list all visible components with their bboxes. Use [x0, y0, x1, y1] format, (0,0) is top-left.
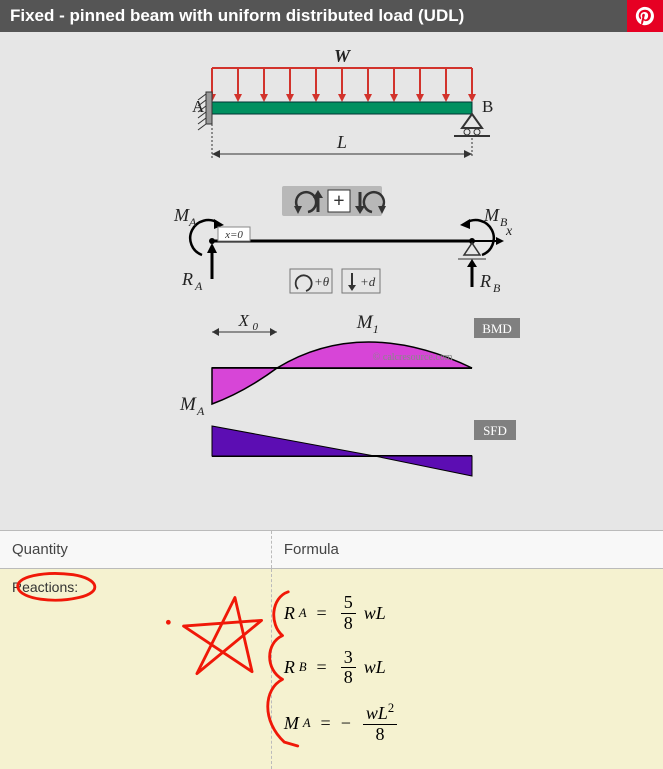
svg-text:A: A	[192, 97, 205, 116]
svg-text:1: 1	[372, 322, 378, 336]
svg-text:A: A	[196, 404, 205, 418]
header-title: Fixed - pinned beam with uniform distrib…	[10, 6, 464, 25]
svg-text:L: L	[335, 132, 346, 152]
formula-RB: RB = 38 wL	[284, 648, 651, 689]
cell-quantity: Reactions:	[0, 569, 272, 769]
svg-text:X: X	[237, 311, 249, 330]
svg-text:© calcresource.com: © calcresource.com	[372, 352, 452, 363]
table-row: Reactions: RA = 58 wL RB = 38 wL MA = − …	[0, 569, 663, 769]
diagram-panel: WABL+MAx=0RAMBxRB+θ+dX0M1MABMD© calcreso…	[0, 32, 663, 530]
table-header-row: Quantity Formula	[0, 530, 663, 569]
svg-text:A: A	[188, 215, 197, 229]
svg-text:+θ: +θ	[314, 274, 330, 289]
svg-text:+d: +d	[360, 274, 376, 289]
svg-text:B: B	[482, 97, 493, 116]
quantity-label: Reactions:	[12, 579, 78, 595]
formula-RA: RA = 58 wL	[284, 593, 651, 634]
svg-text:x: x	[505, 224, 513, 239]
cell-formula: RA = 58 wL RB = 38 wL MA = − wL2 8	[272, 569, 663, 769]
svg-text:+: +	[333, 190, 344, 212]
svg-text:M: M	[179, 394, 197, 415]
svg-text:A: A	[194, 279, 203, 293]
svg-text:W: W	[333, 46, 351, 66]
pinterest-icon	[634, 5, 656, 27]
svg-text:R: R	[181, 269, 193, 289]
svg-text:0: 0	[252, 321, 258, 333]
formula-MA: MA = − wL2 8	[284, 702, 651, 745]
svg-text:R: R	[479, 271, 491, 291]
col-header-quantity: Quantity	[0, 531, 272, 568]
svg-text:M: M	[483, 205, 500, 225]
svg-text:M: M	[355, 312, 373, 333]
svg-text:B: B	[493, 281, 501, 295]
svg-text:BMD: BMD	[482, 321, 512, 336]
pinterest-button[interactable]	[627, 0, 663, 32]
svg-text:x=0: x=0	[224, 229, 243, 241]
col-header-formula: Formula	[272, 531, 663, 568]
svg-text:SFD: SFD	[483, 423, 507, 438]
formula-table: Quantity Formula Reactions: RA = 58 wL R…	[0, 530, 663, 769]
svg-text:M: M	[173, 205, 190, 225]
page-header: Fixed - pinned beam with uniform distrib…	[0, 0, 663, 32]
